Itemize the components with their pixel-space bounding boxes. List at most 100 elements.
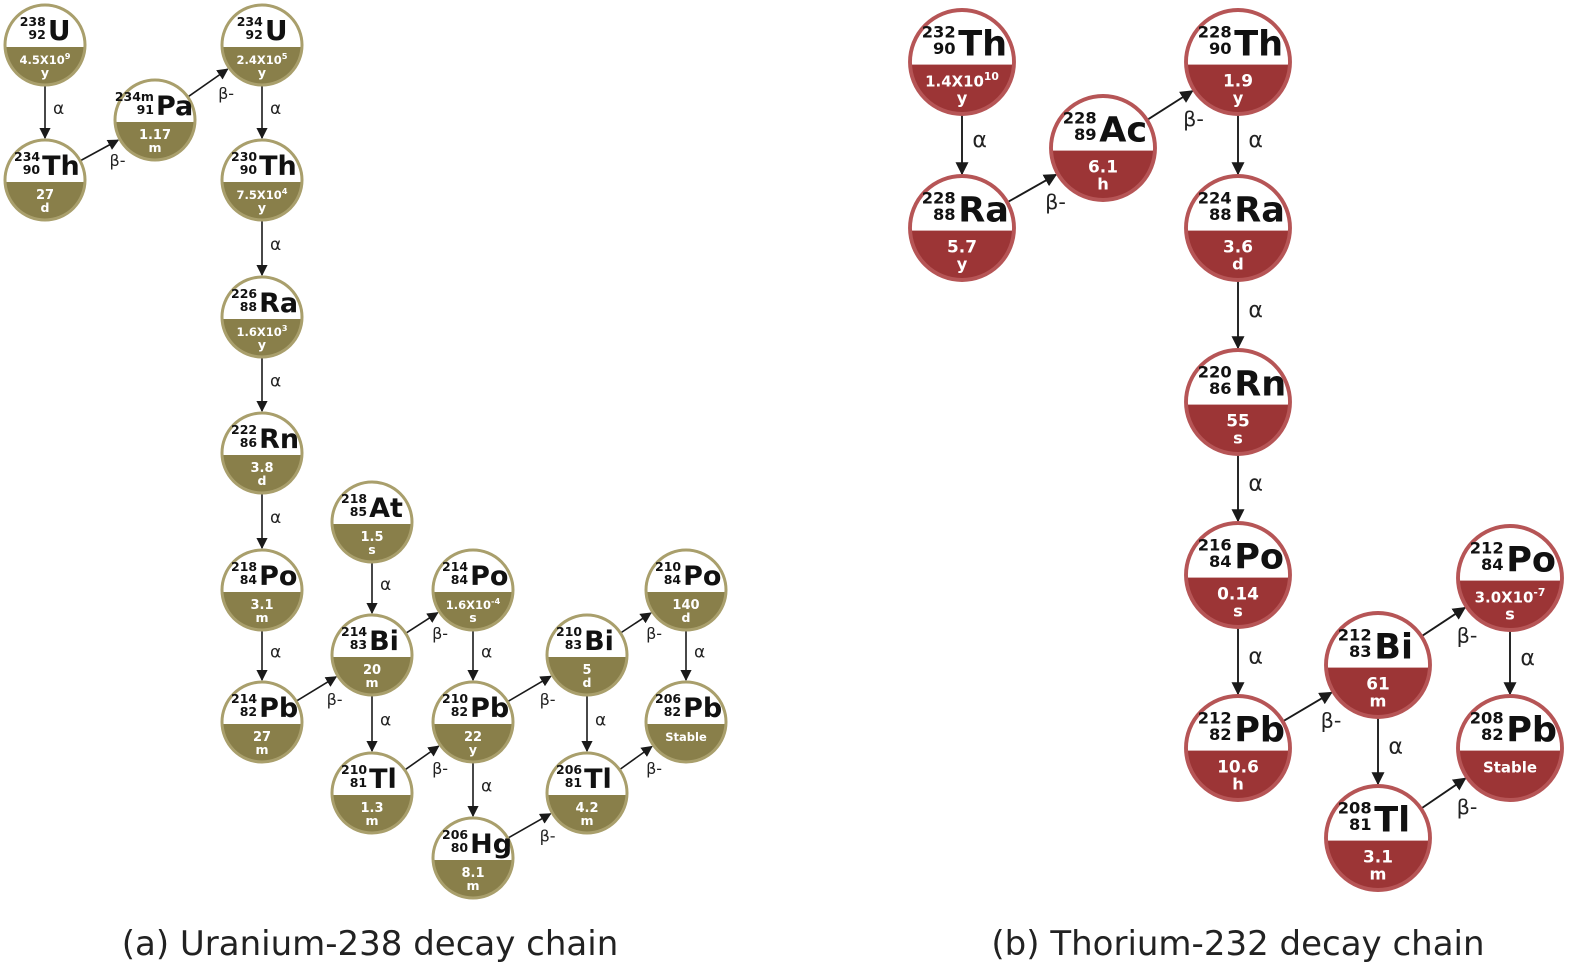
half-life-value: 1.17 bbox=[139, 128, 171, 143]
mass-number: 230 bbox=[231, 149, 257, 164]
arrow-line bbox=[508, 813, 552, 839]
half-life-value: 1.3 bbox=[360, 801, 383, 816]
atomic-number: 91 bbox=[137, 102, 154, 117]
half-life-value: 2.4X105 bbox=[236, 51, 287, 67]
nuclide-border bbox=[220, 3, 304, 87]
half-life-unit: d bbox=[258, 473, 267, 488]
element-symbol: Rn bbox=[259, 424, 299, 455]
element-symbol: Tl bbox=[584, 764, 612, 795]
nuclide-border bbox=[545, 751, 629, 835]
mass-number: 206 bbox=[442, 827, 468, 842]
decay-arrow-th234-to-pa234m: β- bbox=[80, 139, 126, 170]
half-life-value: 6.1 bbox=[1088, 157, 1118, 177]
mass-number: 210 bbox=[655, 559, 681, 574]
mass-number: 214 bbox=[341, 624, 367, 639]
mass-number: 234m bbox=[115, 89, 154, 104]
half-life-value: 3.6 bbox=[1223, 237, 1253, 257]
half-life-mantissa: 1.3 bbox=[360, 801, 383, 816]
half-life-unit: s bbox=[1233, 602, 1243, 621]
decay-type-label: α bbox=[270, 372, 281, 392]
nuclide-border bbox=[431, 548, 515, 632]
caption-thorium-chain: (b) Thorium-232 decay chain bbox=[991, 924, 1484, 964]
decay-arrow-pb214-to-bi214: β- bbox=[296, 676, 343, 709]
atomic-number: 86 bbox=[1209, 379, 1232, 398]
atomic-number: 84 bbox=[1481, 555, 1504, 574]
mass-number: 224 bbox=[1198, 188, 1232, 207]
decay-arrow-at218-to-bi214: α bbox=[366, 563, 391, 615]
half-life-mantissa: 10.6 bbox=[1217, 757, 1259, 777]
atomic-number: 90 bbox=[933, 39, 956, 58]
atomic-number: 81 bbox=[565, 775, 582, 790]
half-life-unit: m bbox=[365, 675, 378, 690]
atomic-number: 84 bbox=[240, 572, 258, 587]
arrow-line bbox=[620, 612, 652, 634]
element-symbol: Bi bbox=[369, 626, 399, 657]
half-life-unit: m bbox=[1370, 865, 1387, 884]
decay-arrow-u234-to-th230: α bbox=[256, 86, 281, 140]
mass-number: 214 bbox=[442, 559, 468, 574]
half-life-value: 140 bbox=[672, 598, 699, 613]
atomic-number: 80 bbox=[451, 840, 469, 855]
nuclide-border bbox=[330, 480, 414, 564]
nuclide-border bbox=[431, 680, 515, 764]
decay-type-label: α bbox=[1388, 734, 1403, 760]
nuclide-border bbox=[113, 78, 197, 162]
mass-number: 216 bbox=[1198, 535, 1232, 554]
decay-type-label: β- bbox=[1457, 624, 1478, 648]
element-symbol: U bbox=[48, 14, 71, 47]
caption-uranium-chain: (a) Uranium-238 decay chain bbox=[122, 924, 619, 964]
decay-arrow-pb210-to-bi210: β- bbox=[507, 675, 556, 709]
half-life-value: 1.6X10-4 bbox=[446, 596, 501, 612]
half-life-unit: y bbox=[258, 65, 266, 80]
half-life-mantissa: 61 bbox=[1366, 674, 1390, 694]
atomic-number: 82 bbox=[664, 704, 681, 719]
decay-type-label: β- bbox=[432, 759, 448, 778]
decay-type-label: β- bbox=[110, 151, 126, 170]
half-life-mantissa: 3.1 bbox=[250, 598, 273, 613]
decay-type-label: β- bbox=[218, 84, 234, 103]
half-life-mantissa: Stable bbox=[1483, 759, 1537, 777]
decay-arrow-pa234m-to-u234: β- bbox=[188, 68, 234, 103]
half-life-mantissa: 0.14 bbox=[1217, 584, 1259, 604]
atomic-number: 82 bbox=[240, 704, 257, 719]
nuclide-border bbox=[1184, 694, 1292, 802]
atomic-number: 90 bbox=[240, 162, 258, 177]
half-life-unit: y bbox=[469, 742, 477, 757]
half-life-unit: h bbox=[1232, 775, 1244, 794]
half-life-value: 8.1 bbox=[461, 866, 484, 881]
nuclide-border bbox=[3, 3, 87, 87]
decay-type-label: α bbox=[270, 99, 281, 119]
mass-number: 206 bbox=[556, 762, 582, 777]
nuclide-border bbox=[220, 680, 304, 764]
decay-type-label: α bbox=[481, 643, 492, 663]
atomic-number: 90 bbox=[1209, 39, 1232, 58]
decay-type-label: α bbox=[1248, 297, 1263, 323]
half-life-value: 27 bbox=[253, 730, 271, 745]
half-life-unit: m bbox=[1370, 692, 1387, 711]
half-life-mantissa: 1.6X10 bbox=[446, 598, 491, 612]
half-life-unit: y bbox=[957, 89, 968, 108]
half-life-value: 22 bbox=[464, 730, 482, 745]
atomic-number: 84 bbox=[451, 572, 469, 587]
decay-type-label: β- bbox=[1183, 107, 1204, 131]
decay-arrow-po216-to-pb212: α bbox=[1231, 628, 1263, 696]
mass-number: 222 bbox=[231, 422, 257, 437]
decay-arrow-th228-to-ra224: α bbox=[1231, 115, 1263, 176]
nuclide-border bbox=[1324, 611, 1432, 719]
decay-type-label: α bbox=[270, 235, 281, 255]
half-life-value: 3.0X10-7 bbox=[1475, 586, 1546, 607]
